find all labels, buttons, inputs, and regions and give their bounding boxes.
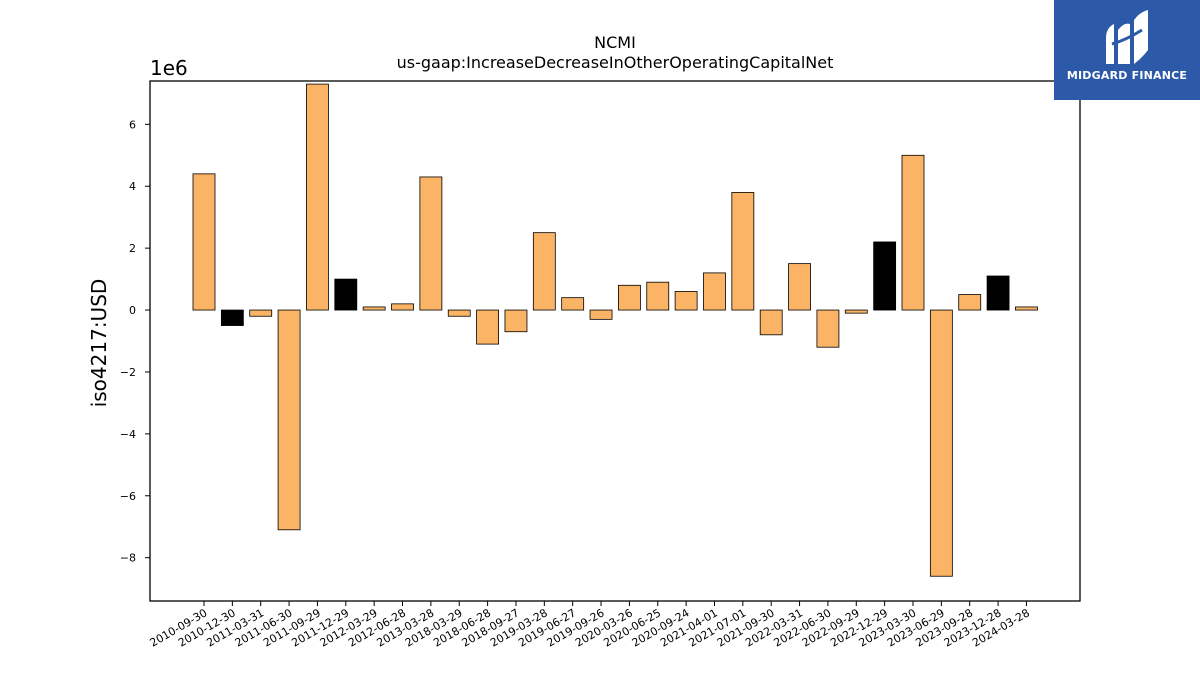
- bar-2020-03-26: [618, 284, 641, 311]
- bar-2021-04-01: [703, 272, 726, 311]
- bar-2012-03-29: [362, 306, 386, 311]
- bar-2018-03-29: [447, 309, 471, 317]
- chart-subtitle: us-gaap:IncreaseDecreaseInOtherOperating…: [397, 53, 834, 72]
- bar-2021-07-01: [731, 192, 755, 311]
- y-tick-label: −8: [120, 552, 136, 565]
- y-tick-label: −6: [120, 490, 136, 503]
- bar-2013-03-28: [419, 176, 443, 311]
- plot-frame: [149, 80, 1081, 602]
- logo-mark-icon: [1106, 10, 1148, 65]
- bar-2019-09-26: [589, 309, 613, 320]
- bar-2022-09-29: [844, 309, 868, 314]
- y-tick-label: 2: [129, 242, 136, 255]
- y-tick-label: 0: [129, 304, 136, 317]
- y-tick-label: −2: [120, 366, 136, 379]
- bar-2010-12-30: [220, 309, 244, 326]
- bar-2022-12-29: [873, 241, 897, 311]
- y-tick-label: 6: [129, 118, 136, 131]
- bar-2011-03-31: [249, 309, 273, 317]
- brand-logo: MIDGARD FINANCE: [1054, 0, 1200, 100]
- bar-2019-06-27: [561, 297, 585, 311]
- y-tick-label: −4: [120, 428, 136, 441]
- bar-2022-06-30: [816, 309, 840, 348]
- bar-2020-06-25: [646, 281, 670, 311]
- bar-2011-06-30: [277, 309, 301, 531]
- bar-2021-09-30: [759, 309, 783, 336]
- bar-2023-12-28: [986, 275, 1010, 311]
- y-axis-label: iso4217:USD: [87, 279, 111, 408]
- bar-2018-06-28: [476, 309, 500, 345]
- bar-2020-09-24: [674, 291, 698, 311]
- bar-2023-09-28: [958, 294, 982, 311]
- bar-2011-09-29: [306, 83, 329, 311]
- bar-2023-03-30: [901, 154, 925, 311]
- bar-2024-03-28: [1015, 306, 1038, 311]
- bar-2022-03-31: [788, 263, 811, 311]
- bar-2019-03-28: [532, 232, 556, 311]
- logo-text: MIDGARD FINANCE: [1066, 69, 1188, 82]
- bar-2011-12-29: [334, 278, 358, 311]
- bar-2023-06-29: [929, 309, 953, 577]
- bar-2018-09-27: [504, 309, 528, 333]
- y-tick-label: 4: [129, 180, 136, 193]
- bar-2012-06-28: [391, 303, 414, 311]
- bar-2010-09-30: [192, 173, 216, 311]
- y-scale-label: 1e6: [150, 56, 188, 80]
- chart-title: NCMI: [594, 33, 636, 52]
